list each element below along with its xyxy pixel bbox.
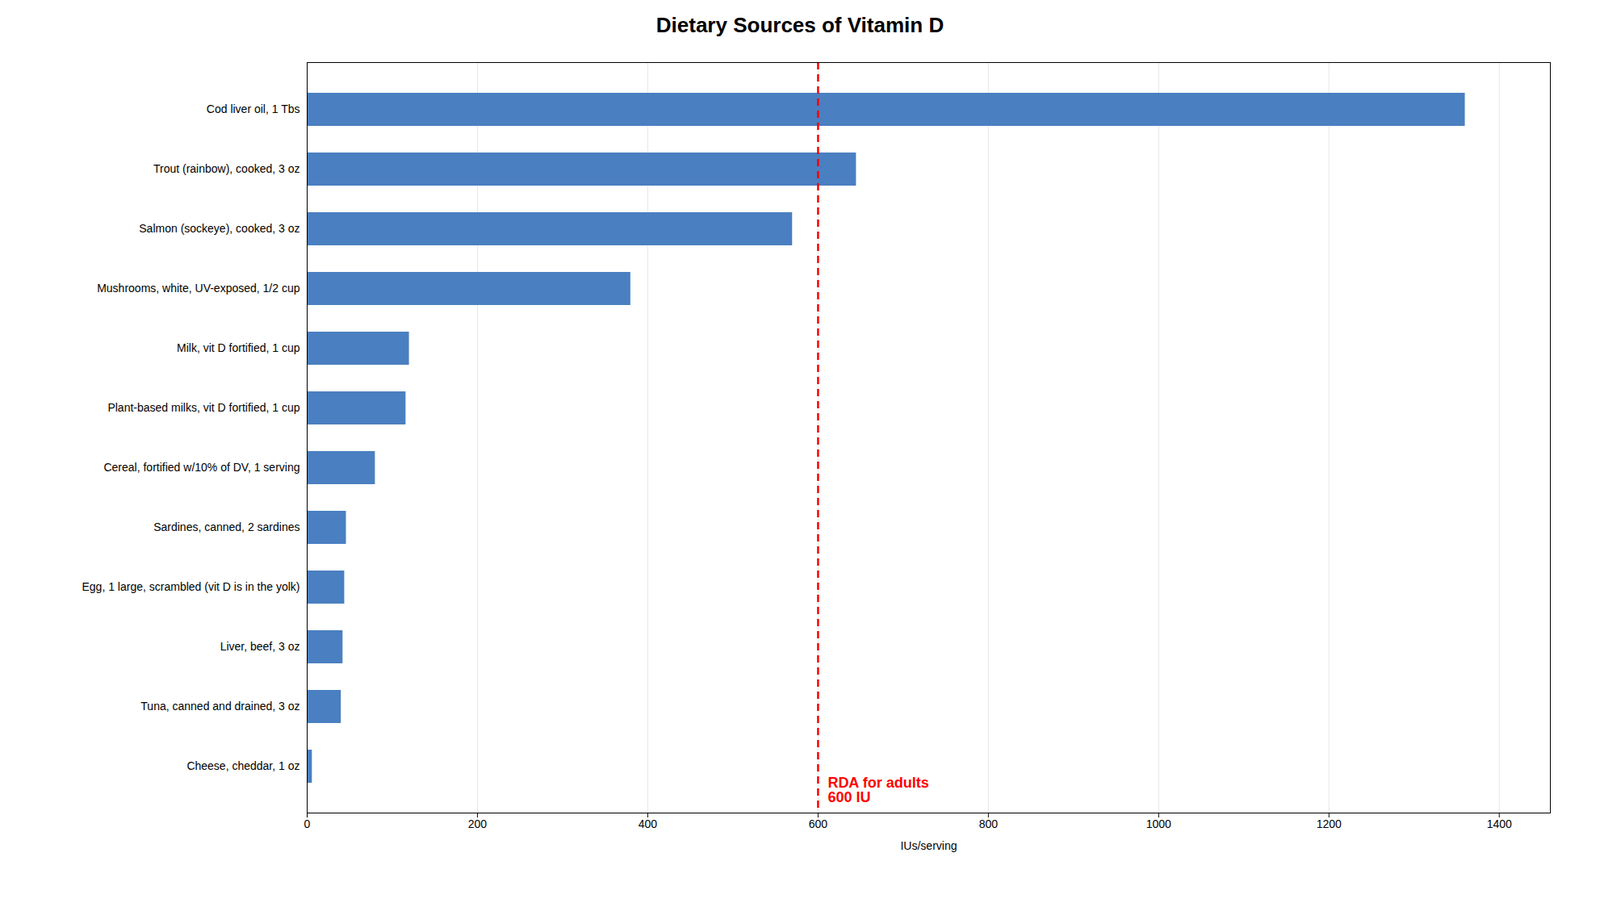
svg-text:Mushrooms, white, UV-exposed,: Mushrooms, white, UV-exposed, 1/2 cup [96, 281, 301, 295]
svg-text:Salmon (sockeye), cooked, 3 oz: Salmon (sockeye), cooked, 3 oz [138, 221, 300, 235]
svg-text:600: 600 [808, 817, 829, 831]
svg-text:Plant-based milks, vit D forti: Plant-based milks, vit D fortified, 1 cu… [107, 401, 300, 415]
html-text:Dietary Sources of Vitamin D: Dietary Sources of Vitamin D [656, 12, 944, 38]
svg-text:Milk, vit D fortified, 1 cup: Milk, vit D fortified, 1 cup [176, 341, 301, 355]
svg-text:IUs/serving: IUs/serving [900, 839, 957, 853]
svg-text:Cod liver oil, 1 Tbs: Cod liver oil, 1 Tbs [206, 102, 301, 116]
svg-text:200: 200 [468, 817, 488, 831]
svg-text:Tuna, canned and drained, 3 oz: Tuna, canned and drained, 3 oz [140, 699, 300, 713]
svg-text:1000: 1000 [1146, 817, 1172, 831]
svg-text:Sardines, canned, 2 sardines: Sardines, canned, 2 sardines [153, 520, 300, 534]
svg-text:Cheese, cheddar, 1 oz: Cheese, cheddar, 1 oz [186, 759, 300, 773]
svg-text:1400: 1400 [1486, 817, 1513, 831]
svg-text:Egg, 1 large, scrambled (vit D: Egg, 1 large, scrambled (vit D is in the… [82, 580, 301, 594]
svg-text:1200: 1200 [1316, 817, 1342, 831]
svg-text:800: 800 [979, 817, 999, 831]
svg-text:Cereal, fortified w/10% of DV,: Cereal, fortified w/10% of DV, 1 serving [103, 460, 300, 474]
svg-text:0: 0 [304, 817, 311, 831]
svg-text:400: 400 [638, 817, 658, 831]
svg-text:Liver, beef, 3 oz: Liver, beef, 3 oz [220, 640, 301, 654]
svg-text:Trout (rainbow), cooked, 3 oz: Trout (rainbow), cooked, 3 oz [153, 162, 301, 176]
svg-text:RDA for adults600 IU: RDA for adults600 IU [827, 774, 929, 806]
